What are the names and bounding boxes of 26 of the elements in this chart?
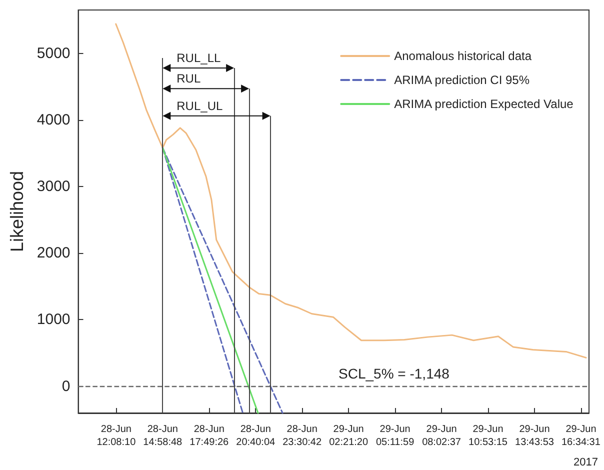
annotation: RUL xyxy=(176,72,201,86)
y-tick-label: 4000 xyxy=(36,111,70,128)
x-tick-label: 28-Jun 23:30:42 xyxy=(282,424,322,448)
x-tick-label: 29-Jun 13:43:53 xyxy=(515,424,554,448)
x-tick-label: 28-Jun 12:08:10 xyxy=(96,424,136,448)
x-tick-label: 29-Jun 02:21:20 xyxy=(329,424,368,448)
text: 2017 xyxy=(574,456,598,468)
x-tick-label: 29-Jun 08:02:37 xyxy=(422,424,462,448)
x-tick-label: 29-Jun 16:34:31 xyxy=(562,424,601,448)
legend-label: ARIMA prediction CI 95% xyxy=(394,73,530,87)
annotation: RUL_LL xyxy=(176,50,222,65)
y-tick-label: 1000 xyxy=(36,311,70,328)
legend-label: ARIMA prediction Expected Value xyxy=(394,97,574,111)
x-tick-label: 29-Jun 05:11:59 xyxy=(376,424,415,448)
annotation: SCL_5% = -1,148 xyxy=(338,365,450,382)
x-tick-label: 29-Jun 10:53:15 xyxy=(468,424,508,448)
x-tick-label: 28-Jun 14:58:48 xyxy=(143,424,183,448)
y-tick-label: 2000 xyxy=(36,244,70,262)
legend-label: Anomalous historical data xyxy=(394,49,532,63)
y-tick-label: 3000 xyxy=(36,178,70,196)
y-axis-title: Likelihood xyxy=(7,170,27,252)
y-tick-label: 0 xyxy=(62,378,70,395)
y-tick-label: 5000 xyxy=(36,44,70,62)
annotation: RUL_UL xyxy=(176,98,223,113)
x-tick-label: 28-Jun 17:49:26 xyxy=(190,424,230,448)
x-tick-label: 28-Jun 20:40:04 xyxy=(236,424,276,448)
